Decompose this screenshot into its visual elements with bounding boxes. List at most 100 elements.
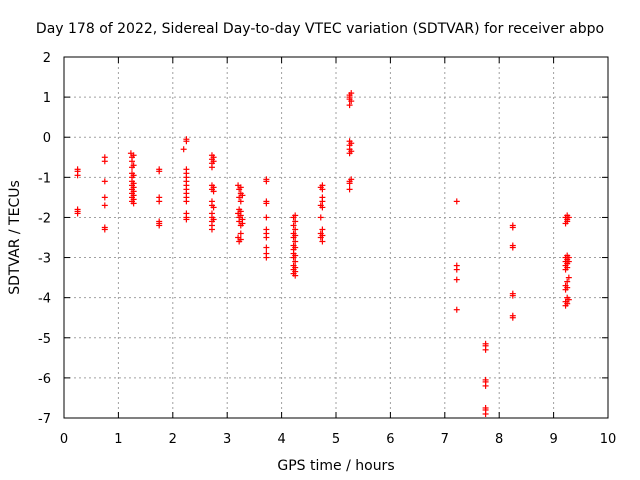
data-point bbox=[292, 244, 299, 251]
data-point bbox=[565, 258, 572, 265]
x-axis-label: GPS time / hours bbox=[277, 458, 394, 474]
data-point bbox=[348, 176, 355, 183]
data-point bbox=[156, 168, 163, 175]
data-point bbox=[292, 272, 299, 279]
data-point bbox=[74, 172, 81, 179]
data-point bbox=[348, 98, 355, 105]
data-point bbox=[453, 306, 460, 313]
data-point bbox=[509, 314, 516, 321]
y-tick-label: -6 bbox=[38, 372, 51, 387]
data-point bbox=[263, 178, 270, 185]
data-point bbox=[101, 178, 108, 185]
data-point bbox=[564, 284, 571, 291]
data-point bbox=[290, 222, 297, 229]
data-point bbox=[237, 198, 244, 205]
data-point bbox=[453, 198, 460, 205]
data-point bbox=[210, 204, 217, 211]
data-point bbox=[101, 194, 108, 201]
data-point bbox=[208, 164, 215, 171]
data-point bbox=[237, 230, 244, 237]
data-point bbox=[348, 148, 355, 155]
data-point bbox=[210, 216, 217, 223]
data-point bbox=[509, 292, 516, 299]
data-point bbox=[210, 158, 217, 165]
x-tick-label: 0 bbox=[60, 432, 68, 447]
data-point bbox=[348, 140, 355, 147]
data-point bbox=[156, 198, 163, 205]
data-point bbox=[346, 180, 353, 187]
data-point bbox=[319, 232, 326, 239]
data-points bbox=[74, 90, 572, 417]
data-point bbox=[156, 222, 163, 229]
y-axis-label: SDTVAR / TECUs bbox=[7, 180, 23, 295]
y-tick-label: -4 bbox=[38, 292, 51, 307]
y-tick-label: 0 bbox=[43, 131, 51, 146]
data-point bbox=[509, 224, 516, 231]
data-point bbox=[237, 236, 244, 243]
data-point bbox=[263, 234, 270, 241]
x-tick-label: 9 bbox=[549, 432, 557, 447]
chart-title: Day 178 of 2022, Sidereal Day-to-day VTE… bbox=[36, 21, 604, 37]
data-point bbox=[237, 212, 244, 219]
data-point bbox=[453, 276, 460, 283]
data-point bbox=[509, 244, 516, 251]
data-point bbox=[346, 186, 353, 193]
data-point bbox=[237, 184, 244, 191]
data-point bbox=[292, 258, 299, 265]
data-point bbox=[101, 202, 108, 209]
data-point bbox=[210, 188, 217, 195]
data-point bbox=[239, 220, 246, 227]
data-point bbox=[564, 264, 571, 271]
data-point bbox=[239, 192, 246, 199]
data-point bbox=[319, 238, 326, 245]
data-point bbox=[263, 254, 270, 261]
data-point bbox=[565, 296, 572, 303]
data-point bbox=[292, 238, 299, 245]
data-point bbox=[319, 186, 326, 193]
y-tick-label: -7 bbox=[38, 412, 51, 427]
data-point bbox=[130, 172, 137, 179]
y-tick-label: 1 bbox=[43, 91, 51, 106]
data-point bbox=[74, 210, 81, 217]
data-point bbox=[292, 252, 299, 259]
x-tick-label: 5 bbox=[332, 432, 340, 447]
axis-ticks: 0 1 2 3 4 5 6 7 8 9 10 -7 -6 -5 -4 -3 -2 -1 0 1 2 bbox=[38, 51, 616, 447]
y-tick-label: -5 bbox=[38, 332, 51, 347]
data-point bbox=[317, 214, 324, 221]
x-tick-label: 4 bbox=[277, 432, 285, 447]
data-point bbox=[183, 216, 190, 223]
grid-lines bbox=[64, 57, 608, 418]
data-point bbox=[101, 226, 108, 233]
y-tick-label: 2 bbox=[43, 51, 51, 66]
y-tick-label: -2 bbox=[38, 211, 51, 226]
data-point bbox=[482, 410, 489, 417]
data-point bbox=[319, 226, 326, 233]
data-point bbox=[348, 90, 355, 97]
y-tick-label: -1 bbox=[38, 171, 51, 186]
plot-frame bbox=[63, 56, 609, 419]
data-point bbox=[319, 198, 326, 205]
data-point bbox=[236, 218, 243, 225]
data-point bbox=[180, 146, 187, 153]
data-point bbox=[183, 198, 190, 205]
data-point bbox=[565, 274, 572, 281]
x-tick-label: 2 bbox=[169, 432, 177, 447]
data-point bbox=[263, 214, 270, 221]
data-point bbox=[129, 158, 135, 165]
data-point bbox=[482, 346, 489, 353]
data-point bbox=[292, 232, 299, 239]
data-point bbox=[346, 102, 353, 109]
y-tick-label: -3 bbox=[38, 252, 51, 267]
data-point bbox=[453, 266, 460, 273]
data-point bbox=[263, 244, 270, 251]
x-tick-label: 6 bbox=[386, 432, 394, 447]
data-point bbox=[101, 158, 108, 165]
data-point bbox=[564, 278, 571, 285]
x-tick-label: 10 bbox=[600, 432, 617, 447]
data-point bbox=[292, 218, 299, 225]
data-point bbox=[482, 382, 489, 389]
data-point bbox=[565, 214, 572, 221]
data-point bbox=[130, 152, 137, 159]
